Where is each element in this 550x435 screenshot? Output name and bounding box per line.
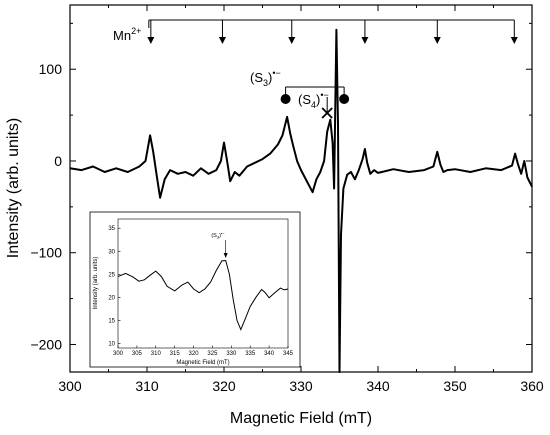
- inset-x-tick-label: 340: [264, 351, 275, 357]
- main-x-tick-label: 360: [520, 378, 544, 394]
- mn-label: Mn2+: [113, 26, 141, 43]
- main-x-axis-label: Magnetic Field (mT): [230, 410, 372, 427]
- inset-x-tick-label: 320: [189, 351, 200, 357]
- main-x-ticks: 300 310 320 330 340 350 360: [58, 5, 544, 394]
- main-x-tick-label: 330: [289, 378, 313, 394]
- inset-x-tick-label: 345: [283, 351, 294, 357]
- inset-y-tick-label: 10: [108, 341, 115, 347]
- inset-y-tick-label: 15: [108, 318, 115, 324]
- inset-x-tick-label: 330: [226, 351, 237, 357]
- mn-arrow-head: [510, 37, 518, 44]
- mn-arrow-head: [361, 37, 369, 44]
- main-y-tick-label: 100: [39, 61, 63, 77]
- mn-arrow-head: [433, 37, 441, 44]
- main-y-tick-label: −200: [30, 336, 62, 352]
- inset-x-tick-label: 335: [245, 351, 256, 357]
- inset-y-tick-label: 25: [108, 272, 115, 278]
- inset-chart: 300 305 310 315 320 325 330 335 340 345 10 15 20 25 3…: [89, 211, 301, 368]
- main-chart: 300 310 320 330 340 350 360 −200 −100 0 100 Magne…: [5, 4, 544, 427]
- mn-arrow-head: [218, 37, 226, 44]
- inset-plot-frame: [117, 218, 289, 349]
- mn-arrow-head: [288, 37, 296, 44]
- s3-marker-dot: [339, 94, 350, 104]
- inset-y-axis-label: Intensity (arb. units): [93, 257, 99, 310]
- main-x-tick-label: 310: [135, 378, 159, 394]
- inset-s3-label: (S3)•−: [211, 231, 225, 240]
- inset-x-tick-label: 305: [132, 351, 143, 357]
- inset-y-tick-label: 30: [108, 249, 115, 255]
- main-y-tick-label: −100: [30, 245, 62, 261]
- main-series-line: [69, 28, 533, 373]
- main-x-tick-label: 320: [212, 378, 236, 394]
- main-x-tick-label: 300: [58, 378, 82, 394]
- inset-y-ticks: 10 15 20 25 30 35: [108, 226, 121, 347]
- inset-x-tick-label: 325: [207, 351, 218, 357]
- inset-x-axis-label: Magnetic Field (mT): [176, 360, 229, 366]
- inset-y-tick-label: 35: [108, 226, 115, 232]
- mn-superscript: 2+: [131, 26, 141, 36]
- s4-cross-marker: [321, 107, 333, 119]
- inset-x-tick-label: 310: [151, 351, 162, 357]
- inset-x-ticks: 300 305 310 315 320 325 330 335 340 345: [113, 345, 294, 357]
- s3-label: (S3)•−: [250, 68, 281, 88]
- sulfur-annotations: (S3)•− (S4)•−: [250, 68, 350, 119]
- inset-x-tick-label: 315: [170, 351, 181, 357]
- main-y-axis-label: Intensity (arb. units): [5, 118, 22, 259]
- inset-arrow-head: [223, 253, 228, 258]
- main-x-tick-label: 340: [366, 378, 390, 394]
- main-y-ticks: −200 −100 0 100: [30, 22, 532, 352]
- mn-arrow-head: [147, 37, 155, 44]
- s4-label: (S4)•−: [298, 90, 329, 110]
- main-x-tick-label: 350: [443, 378, 467, 394]
- inset-series-line: [117, 259, 289, 331]
- mn-annotation: Mn2+: [113, 19, 518, 44]
- inset-y-tick-label: 20: [108, 295, 115, 301]
- inset-annotation: (S3)•−: [211, 231, 228, 258]
- inset-x-tick-label: 300: [113, 351, 124, 357]
- s3-marker-dot: [280, 94, 291, 104]
- main-y-tick-label: 0: [54, 153, 62, 169]
